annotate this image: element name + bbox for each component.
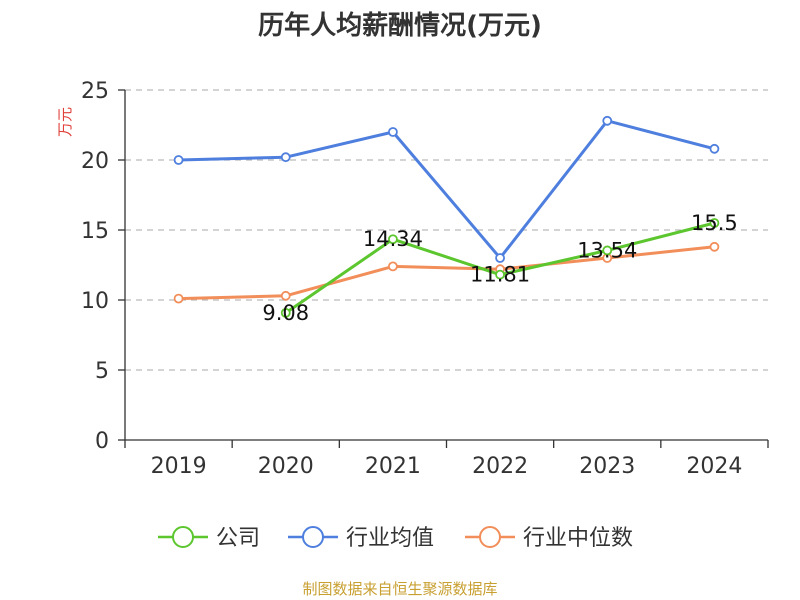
data-labels: 9.08 14.34 11.81 13.54 15.5 [262, 211, 737, 325]
y-tick-label: 25 [81, 79, 109, 104]
series-line [178, 119, 715, 260]
series-line [178, 245, 715, 301]
data-point [495, 253, 505, 263]
data-point [495, 269, 505, 280]
legend-marker [479, 526, 501, 548]
legend-item: 行业中位数 [465, 526, 633, 551]
legend-marker [302, 526, 324, 548]
legend: 公司 行业均值 行业中位数 [158, 526, 633, 551]
y-axis-label: 万元 [56, 107, 74, 137]
x-tick-label: 2021 [365, 454, 421, 479]
data-point [602, 115, 613, 126]
data-label: 14.34 [363, 227, 423, 251]
data-point [280, 290, 291, 301]
series-1 [173, 115, 720, 263]
legend-label: 行业均值 [346, 526, 434, 551]
y-tick-label: 0 [95, 429, 109, 454]
data-point [280, 152, 291, 163]
chart-title: 历年人均薪酬情况(万元) [258, 10, 542, 41]
data-point [709, 218, 720, 228]
data-label: 15.5 [691, 211, 738, 235]
y-tick-label: 10 [81, 289, 109, 314]
data-point [709, 143, 720, 154]
series-layer [173, 115, 720, 318]
data-label: 9.08 [262, 301, 309, 325]
data-point [388, 234, 398, 245]
legend-item: 公司 [158, 526, 260, 551]
series-0 [280, 218, 720, 318]
data-point [388, 127, 398, 137]
y-tick-label: 5 [95, 359, 109, 384]
x-tick-label: 2022 [472, 454, 528, 479]
grid-lines [125, 89, 768, 371]
y-tick-label: 15 [81, 219, 109, 244]
data-point [602, 245, 613, 256]
data-point [173, 155, 184, 165]
data-point [173, 293, 184, 304]
source-note: 制图数据来自恒生聚源数据库 [302, 580, 497, 598]
axes: 0 5 10 15 20 25 2019 2020 2021 2022 2023 2024 [81, 79, 769, 479]
y-tick-label: 20 [81, 149, 109, 174]
data-label: 13.54 [577, 238, 637, 262]
data-label: 11.81 [470, 263, 530, 287]
legend-label: 公司 [216, 526, 260, 551]
legend-item: 行业均值 [288, 526, 434, 551]
data-point [388, 261, 398, 272]
legend-marker [172, 526, 194, 548]
x-tick-label: 2024 [686, 454, 742, 479]
legend-label: 行业中位数 [523, 526, 633, 551]
data-point [280, 307, 291, 318]
x-tick-label: 2020 [258, 454, 314, 479]
x-tick-label: 2023 [579, 454, 635, 479]
x-tick-label: 2019 [151, 454, 207, 479]
data-point [709, 241, 720, 252]
